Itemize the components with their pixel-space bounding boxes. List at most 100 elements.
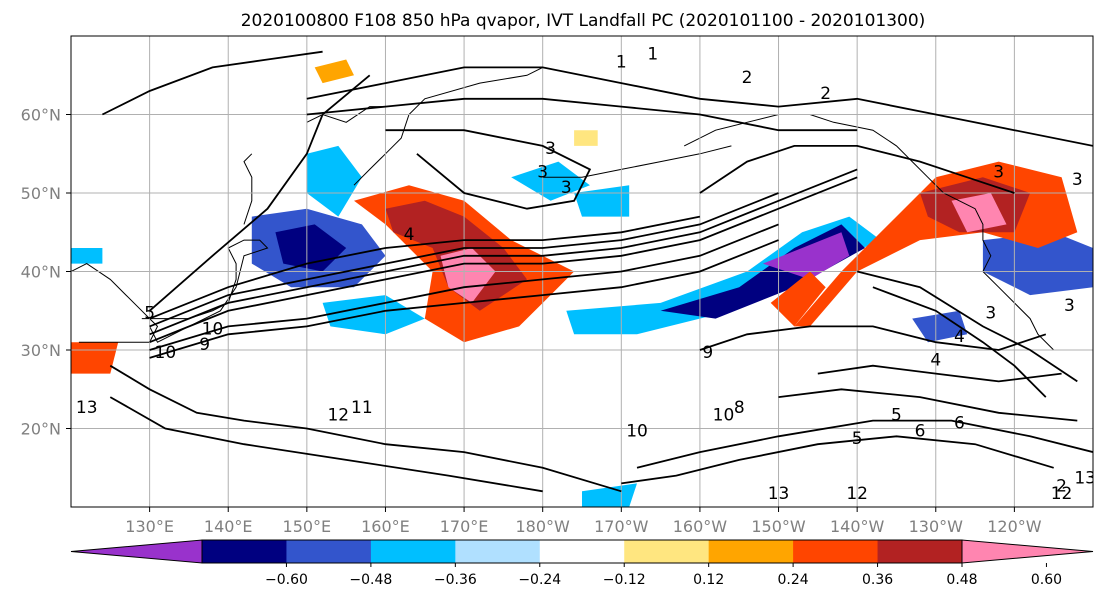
x-tick-label: 150°E — [283, 517, 332, 536]
contour-label: 1 — [647, 45, 658, 65]
ivt-contour — [149, 192, 779, 328]
colorbar-extend-min — [70, 539, 203, 564]
coastline — [243, 153, 253, 225]
contour-label: 3 — [993, 162, 1004, 182]
coastline — [141, 239, 269, 343]
colorbar-frame — [201, 539, 963, 564]
coastline — [542, 145, 732, 178]
colorbar-tick-label: 0.12 — [693, 572, 724, 588]
colorbar-segment — [455, 540, 541, 563]
colorbar-segment — [286, 540, 372, 563]
contour-label: 13 — [768, 484, 790, 504]
contour-label: 12 — [327, 406, 349, 426]
chart-title: 2020100800 F108 850 hPa qvapor, IVT Land… — [241, 11, 926, 31]
longitude-ticks: 130°E 140°E 150°E 160°E 170°E 180°W 170°W 160°W… — [125, 507, 1042, 536]
shaded-region — [912, 310, 968, 343]
x-tick-label: 170°W — [594, 517, 649, 536]
shaded-region — [574, 130, 598, 146]
latitude-ticks: 60°N 50°N 40°N 30°N 20°N — [21, 106, 71, 439]
ivt-contour — [109, 396, 543, 493]
contour-label: 3 — [985, 304, 996, 324]
shaded-region — [322, 295, 425, 335]
shaded-region — [71, 248, 103, 264]
contour-label: 3 — [1064, 296, 1075, 316]
contour-label: 3 — [1072, 170, 1083, 190]
shaded-region — [306, 145, 362, 217]
colorbar-segment — [624, 540, 710, 563]
y-tick-label: 40°N — [21, 263, 61, 282]
y-tick-label: 60°N — [21, 106, 61, 125]
contour-label: 6 — [954, 414, 965, 434]
colorbar-tick-label: −0.24 — [518, 572, 561, 588]
x-tick-label: 150°W — [751, 517, 806, 536]
ivt-contour — [699, 145, 1015, 194]
ivt-contour — [856, 270, 1078, 383]
colorbar-tick-label: 0.36 — [862, 572, 893, 588]
contour-label: 12 — [1051, 484, 1073, 504]
ivt-contour — [385, 129, 592, 210]
contour-label: 4 — [930, 351, 941, 371]
x-tick-label: 130°E — [125, 517, 174, 536]
ivt-contour — [636, 419, 1093, 469]
contour-label: 12 — [846, 484, 868, 504]
x-tick-label: 130°W — [909, 517, 964, 536]
ivt-contour — [306, 66, 1093, 147]
shaded-region — [762, 232, 850, 280]
x-tick-label: 140°W — [830, 517, 885, 536]
colorbar-segment — [877, 540, 963, 563]
x-tick-label: 120°W — [987, 517, 1042, 536]
y-tick-label: 30°N — [21, 341, 61, 360]
ivt-contour — [149, 215, 701, 320]
colorbar-tick-label: −0.12 — [603, 572, 646, 588]
contour-label: 10 — [713, 406, 735, 426]
contour-label: 10 — [155, 343, 177, 363]
ivt-contour — [101, 50, 323, 116]
contour-label: 1 — [616, 52, 627, 72]
ivt-contour — [109, 364, 622, 493]
ivt-contour — [149, 176, 858, 344]
coastline — [71, 263, 159, 343]
x-tick-label: 180°W — [516, 517, 571, 536]
contour-label: 5 — [852, 429, 863, 449]
x-tick-label: 160°E — [361, 517, 410, 536]
shaded-region — [314, 59, 354, 84]
contour-label: 11 — [351, 398, 373, 418]
ivt-contour — [149, 168, 858, 336]
x-tick-label: 170°E — [440, 517, 489, 536]
y-tick-label: 20°N — [21, 420, 61, 439]
ivt-contour — [817, 364, 1062, 383]
ivt-contour — [621, 435, 1054, 485]
shaded-region — [982, 232, 1093, 296]
contour-label: 13 — [76, 398, 98, 418]
colorbar-segment — [539, 540, 625, 563]
contour-label: 13 — [1074, 468, 1096, 488]
colorbar-segment — [708, 540, 794, 563]
colorbar-ticks: −0.60 −0.48 −0.36 −0.24 −0.12 0.12 0.24 0.36 0.4… — [265, 563, 1062, 588]
contour-label: 8 — [734, 398, 745, 418]
colorbar-segment — [370, 540, 456, 563]
shaded-region — [582, 483, 637, 507]
contour-label: 2 — [742, 68, 753, 88]
shaded-region — [951, 193, 1007, 233]
ivt-contour — [699, 325, 1047, 351]
ivt-contour — [872, 286, 1047, 398]
contour-label: 5 — [144, 304, 155, 324]
colorbar-tick-label: −0.60 — [265, 572, 308, 588]
contour-label: 5 — [891, 406, 902, 426]
ivt-contour — [306, 97, 858, 132]
contour-label: 2 — [820, 84, 831, 104]
ivt-contour — [149, 239, 779, 359]
contour-label: 4 — [954, 327, 965, 347]
contour-label: 2 — [1056, 476, 1067, 496]
shaded-region — [770, 271, 826, 327]
contour-label: 3 — [561, 178, 572, 198]
ivt-contour — [149, 74, 371, 312]
x-tick-label: 160°W — [673, 517, 728, 536]
contour-label: 10 — [202, 319, 224, 339]
ivt-contours — [101, 50, 1093, 493]
contour-label: 6 — [915, 421, 926, 441]
shaded-region — [71, 342, 119, 374]
colorbar-segment — [793, 540, 879, 563]
